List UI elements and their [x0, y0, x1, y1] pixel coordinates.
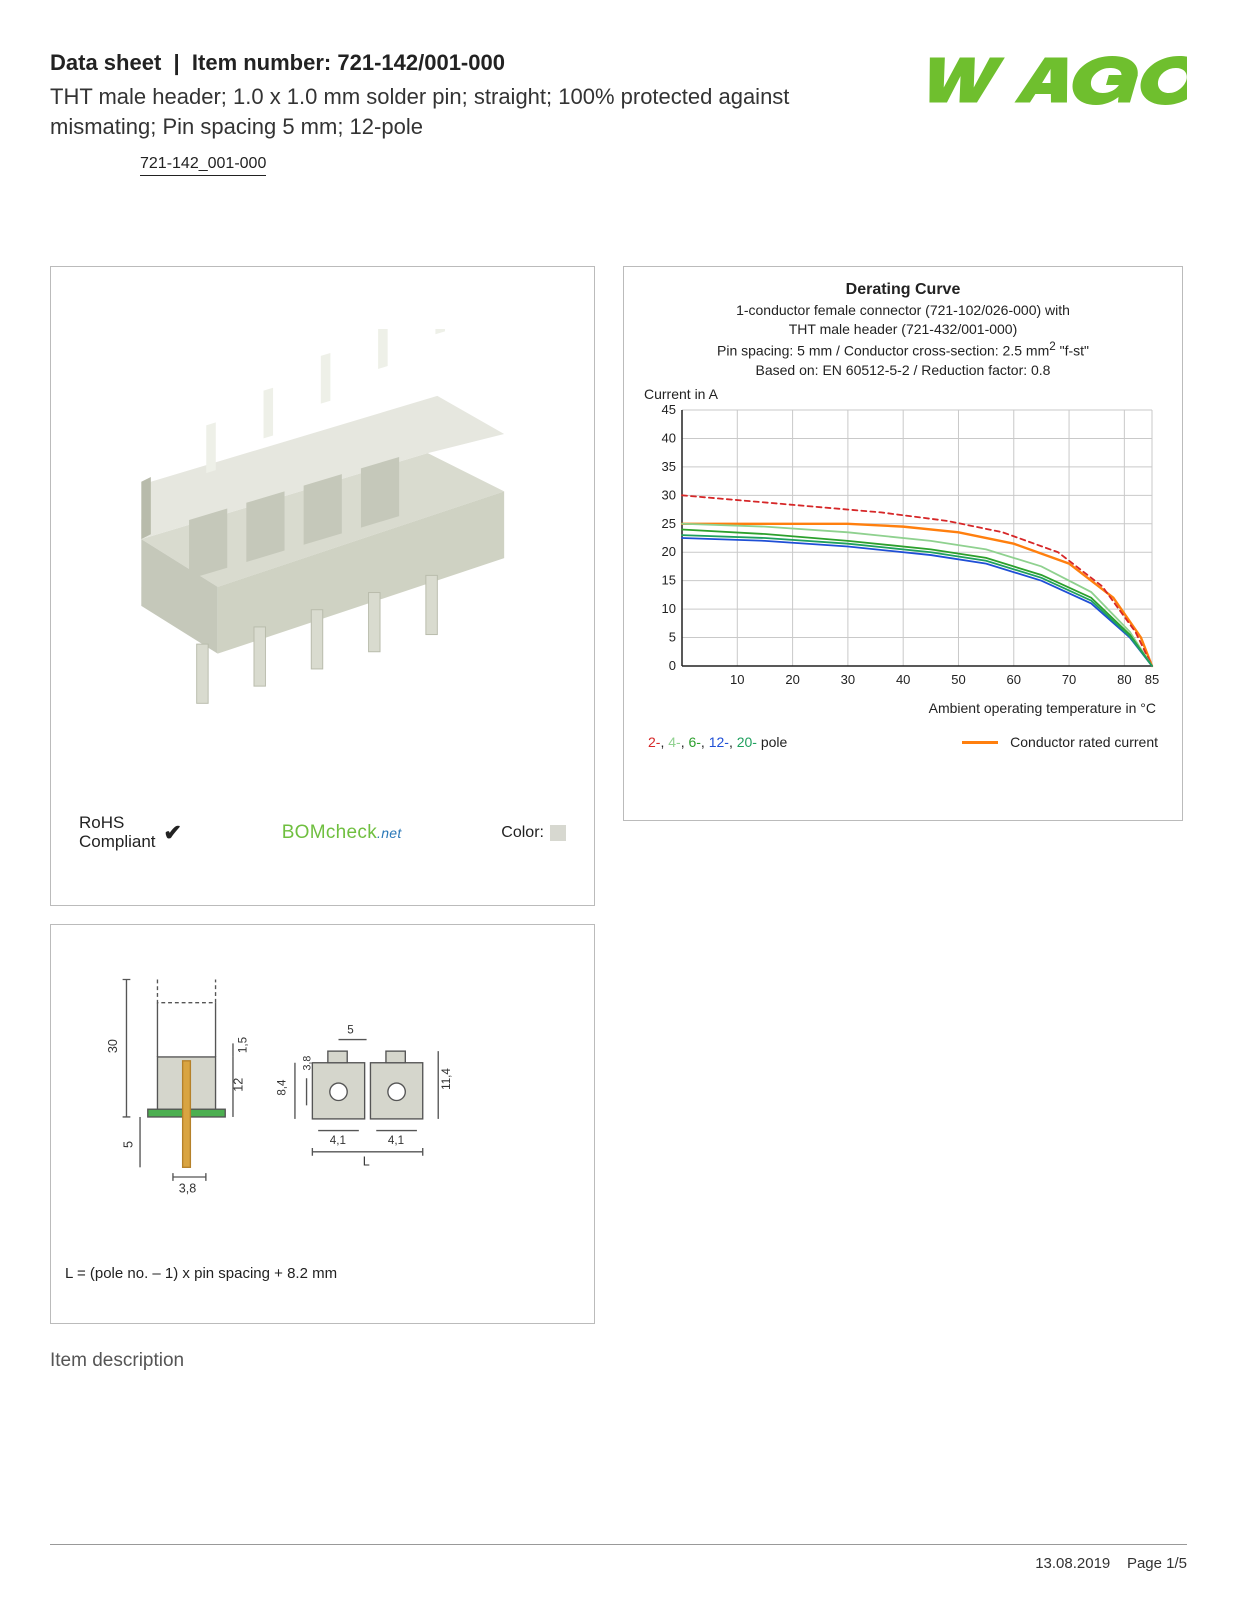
svg-text:85: 85 — [1145, 672, 1159, 687]
svg-text:35: 35 — [662, 458, 676, 473]
color-label-text: Color: — [501, 824, 544, 842]
svg-text:30: 30 — [106, 1039, 120, 1053]
x-axis-label: Ambient operating temperature in °C — [642, 700, 1164, 716]
item-label: Item number: — [192, 50, 331, 75]
bomcheck-text: BOMcheck — [282, 822, 377, 843]
pole-legend: 2-, 4-, 6-, 12-, 20- pole — [648, 734, 787, 750]
svg-text:30: 30 — [841, 672, 855, 687]
svg-text:L: L — [363, 1154, 370, 1168]
chart-sub4: Based on: EN 60512-5-2 / Reduction facto… — [642, 361, 1164, 380]
y-axis-label: Current in A — [644, 386, 1164, 402]
footer-date: 13.08.2019 — [1035, 1555, 1110, 1572]
chart-sub3: Pin spacing: 5 mm / Conductor cross-sect… — [642, 339, 1164, 361]
chart-legend: 2-, 4-, 6-, 12-, 20- pole Conductor rate… — [642, 734, 1164, 750]
bomcheck-logo: BOMcheck.net — [282, 822, 402, 844]
rohs-compliant: Compliant — [79, 833, 156, 852]
dimension-drawing-panel: 30 5 12 1,5 3,8 — [50, 924, 595, 1324]
chart-subtitle: 1-conductor female connector (721-102/02… — [642, 301, 1164, 379]
svg-text:11,4: 11,4 — [440, 1067, 453, 1089]
chart-sub2: THT male header (721-432/001-000) — [642, 320, 1164, 339]
doc-type: Data sheet — [50, 50, 161, 75]
color-indicator: Color: — [501, 824, 566, 842]
wago-logo — [927, 50, 1187, 115]
item-number: 721-142/001-000 — [337, 50, 505, 75]
product-render — [63, 279, 582, 779]
svg-text:5: 5 — [122, 1140, 136, 1147]
derating-chart-panel: Derating Curve 1-conductor female connec… — [623, 266, 1183, 821]
svg-text:12: 12 — [232, 1077, 246, 1091]
svg-text:45: 45 — [662, 404, 676, 417]
color-swatch — [550, 825, 566, 841]
svg-text:25: 25 — [662, 515, 676, 530]
product-image-panel: RoHS Compliant ✔ BOMcheck.net Color: — [50, 266, 595, 906]
svg-text:70: 70 — [1062, 672, 1076, 687]
rated-line-icon — [962, 741, 998, 744]
doc-title: Data sheet | Item number: 721-142/001-00… — [50, 50, 887, 76]
header: Data sheet | Item number: 721-142/001-00… — [50, 50, 1187, 176]
chart-sub1: 1-conductor female connector (721-102/02… — [642, 301, 1164, 320]
page-footer: 13.08.2019 Page 1/5 — [50, 1544, 1187, 1572]
svg-text:10: 10 — [730, 672, 744, 687]
bomcheck-suffix: .net — [377, 825, 402, 841]
rohs-badge: RoHS Compliant ✔ — [79, 814, 182, 851]
svg-text:3,8: 3,8 — [179, 1181, 197, 1195]
svg-text:40: 40 — [662, 430, 676, 445]
svg-text:20: 20 — [785, 672, 799, 687]
svg-text:1,5: 1,5 — [237, 1036, 250, 1052]
svg-text:8,4: 8,4 — [276, 1079, 289, 1096]
svg-text:5: 5 — [348, 1023, 354, 1036]
chart-plot: 0 5 10 15 20 25 30 35 40 45 10 20 30 40 50 60 70 80 85 — [642, 404, 1162, 694]
svg-text:10: 10 — [662, 601, 676, 616]
rated-label: Conductor rated current — [1010, 734, 1158, 750]
svg-text:15: 15 — [662, 572, 676, 587]
svg-text:0: 0 — [669, 658, 676, 673]
length-formula: L = (pole no. – 1) x pin spacing + 8.2 m… — [65, 1265, 580, 1282]
item-link[interactable]: 721-142_001-000 — [140, 155, 266, 176]
svg-text:80: 80 — [1117, 672, 1131, 687]
svg-text:30: 30 — [662, 487, 676, 502]
section-heading: Item description — [50, 1350, 1187, 1372]
check-icon: ✔ — [164, 821, 182, 845]
svg-text:4,1: 4,1 — [330, 1134, 346, 1147]
svg-text:60: 60 — [1007, 672, 1021, 687]
footer-page: Page 1/5 — [1127, 1555, 1187, 1572]
rated-legend: Conductor rated current — [962, 734, 1158, 750]
svg-text:4,1: 4,1 — [388, 1134, 404, 1147]
svg-text:50: 50 — [951, 672, 965, 687]
svg-text:5: 5 — [669, 629, 676, 644]
svg-text:3,8: 3,8 — [302, 1055, 314, 1070]
svg-text:20: 20 — [662, 544, 676, 559]
dimension-drawing: 30 5 12 1,5 3,8 — [65, 939, 580, 1239]
chart-title: Derating Curve — [642, 281, 1164, 299]
svg-text:40: 40 — [896, 672, 910, 687]
rohs-label: RoHS — [79, 814, 156, 833]
doc-subtitle: THT male header; 1.0 x 1.0 mm solder pin… — [50, 82, 887, 141]
